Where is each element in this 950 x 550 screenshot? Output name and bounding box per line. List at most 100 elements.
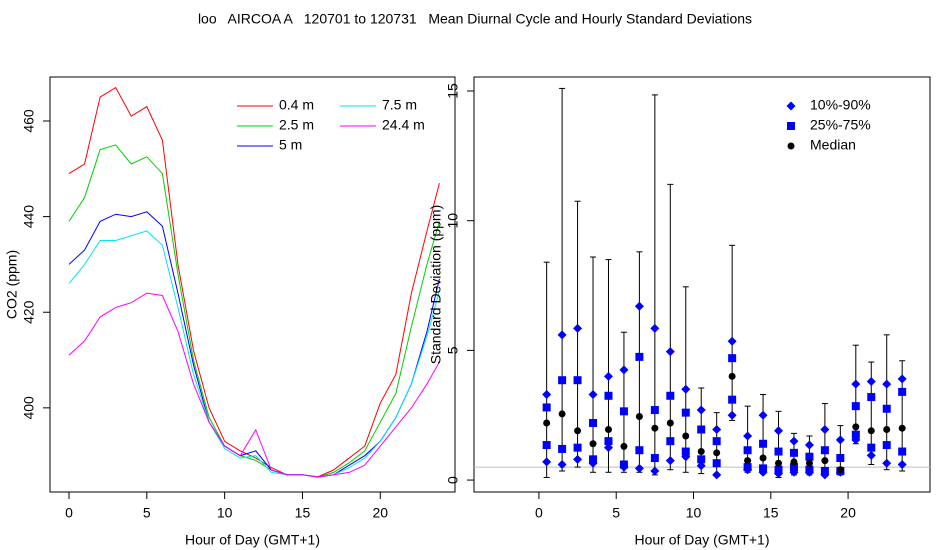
data-point (882, 404, 891, 413)
legend-marker (787, 142, 795, 150)
x-tick-label: 20 (372, 505, 388, 521)
data-point (728, 372, 736, 380)
data-point (604, 391, 613, 400)
data-point (620, 442, 628, 450)
data-point (557, 460, 567, 470)
legend-marker (787, 122, 795, 130)
y-tick-label: 5 (445, 346, 461, 354)
data-point (758, 410, 768, 420)
data-point (743, 431, 753, 441)
data-point (712, 424, 722, 434)
data-point (558, 376, 567, 385)
data-point (634, 301, 644, 311)
data-point (882, 458, 892, 468)
data-point (650, 406, 659, 415)
data-point (774, 465, 783, 474)
data-point (867, 393, 876, 402)
plot-frame (473, 76, 931, 493)
data-point (727, 336, 737, 346)
data-point (681, 447, 690, 456)
data-point (805, 452, 814, 461)
data-point (557, 330, 567, 340)
data-point (744, 457, 752, 465)
data-point (897, 374, 907, 384)
data-point (651, 424, 659, 432)
data-point (882, 441, 891, 450)
chart-title: loo AIRCOA A 120701 to 120731 Mean Diurn… (198, 11, 752, 27)
data-point (542, 457, 552, 467)
x-tick-label: 15 (295, 505, 311, 521)
data-point (665, 456, 675, 466)
data-point (743, 446, 752, 455)
data-point (836, 466, 844, 474)
data-point (759, 464, 768, 473)
x-tick-label: 0 (65, 505, 73, 521)
x-axis-title: Hour of Day (GMT+1) (185, 532, 320, 548)
y-tick-label: 400 (21, 396, 37, 420)
data-point (542, 441, 551, 450)
y-axis-title: CO2 (ppm) (4, 250, 20, 319)
data-point (867, 427, 875, 435)
data-point (574, 427, 582, 435)
data-point (588, 389, 598, 399)
data-point (696, 405, 706, 415)
data-point (697, 425, 706, 434)
data-line (68, 230, 440, 478)
data-point (820, 424, 830, 434)
legend-label: 24.4 m (382, 117, 425, 133)
legend-label: Median (810, 137, 856, 153)
x-tick-label: 20 (840, 505, 856, 521)
data-point (635, 446, 644, 455)
data-point (851, 379, 861, 389)
legend-label: 25%-75% (810, 117, 871, 133)
x-tick-label: 5 (612, 505, 620, 521)
data-point (790, 458, 798, 466)
data-point (789, 463, 798, 472)
data-point (774, 447, 783, 456)
y-tick-label: 10 (445, 213, 461, 229)
y-tick-label: 420 (21, 300, 37, 324)
data-point (820, 466, 829, 475)
data-point (743, 463, 752, 472)
data-point (589, 419, 598, 428)
x-axis-title: Hour of Day (GMT+1) (635, 532, 770, 548)
data-point (728, 354, 737, 363)
y-tick-label: 440 (21, 205, 37, 229)
data-point (589, 455, 598, 464)
x-tick-label: 10 (686, 505, 702, 521)
data-point (866, 450, 876, 460)
data-point (603, 371, 613, 381)
data-point (589, 440, 597, 448)
data-point (603, 443, 613, 453)
data-point (897, 460, 907, 470)
data-point (619, 460, 628, 469)
data-point (650, 454, 659, 463)
data-point (697, 455, 706, 464)
legend-label: 5 m (279, 137, 302, 153)
data-line (68, 292, 440, 478)
data-point (805, 459, 813, 467)
data-point (635, 413, 643, 421)
y-axis-title: Standard Deviation (ppm) (428, 205, 444, 365)
x-tick-label: 0 (535, 505, 543, 521)
y-tick-label: 460 (21, 109, 37, 133)
data-point (604, 437, 613, 446)
data-point (635, 352, 644, 361)
data-point (634, 463, 644, 473)
data-point (805, 465, 814, 474)
data-point (650, 466, 660, 476)
data-point (898, 424, 906, 432)
data-point (835, 435, 845, 445)
data-point (666, 419, 674, 427)
data-point (558, 410, 566, 418)
data-point (789, 448, 798, 457)
data-point (821, 457, 829, 465)
data-point (543, 419, 551, 427)
data-point (666, 391, 675, 400)
data-point (727, 410, 737, 420)
data-point (836, 454, 845, 463)
data-point (851, 430, 860, 439)
data-point (728, 395, 737, 404)
data-point (681, 384, 691, 394)
data-point (696, 461, 706, 471)
